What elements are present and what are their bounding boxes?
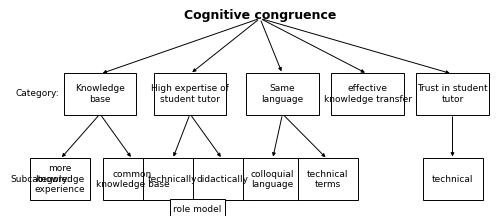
FancyBboxPatch shape	[64, 73, 136, 115]
Text: technically: technically	[148, 175, 197, 184]
Text: technical: technical	[432, 175, 473, 184]
Text: Subcategory:: Subcategory:	[10, 175, 70, 184]
FancyBboxPatch shape	[246, 73, 319, 115]
FancyBboxPatch shape	[422, 158, 482, 200]
FancyBboxPatch shape	[142, 158, 203, 200]
Text: Cognitive congruence: Cognitive congruence	[184, 9, 336, 22]
Text: Category:: Category:	[15, 89, 59, 98]
FancyBboxPatch shape	[298, 158, 358, 200]
Text: common
knowledge base: common knowledge base	[96, 170, 170, 189]
Text: Trust in student
tutor: Trust in student tutor	[417, 84, 488, 104]
FancyBboxPatch shape	[30, 158, 90, 200]
Text: more
knowledge
experience: more knowledge experience	[34, 164, 86, 194]
Text: didactically: didactically	[196, 175, 248, 184]
Text: High expertise of
student tutor: High expertise of student tutor	[151, 84, 229, 104]
Text: colloquial
language: colloquial language	[251, 170, 294, 189]
Text: effective
knowledge transfer: effective knowledge transfer	[324, 84, 412, 104]
FancyBboxPatch shape	[154, 73, 226, 115]
Text: role model: role model	[174, 205, 222, 214]
FancyBboxPatch shape	[102, 158, 162, 200]
FancyBboxPatch shape	[192, 158, 252, 200]
FancyBboxPatch shape	[331, 73, 404, 115]
FancyBboxPatch shape	[416, 73, 489, 115]
FancyBboxPatch shape	[170, 199, 225, 216]
Text: technical
terms: technical terms	[307, 170, 348, 189]
Text: Knowledge
base: Knowledge base	[75, 84, 125, 104]
FancyBboxPatch shape	[242, 158, 302, 200]
Text: Same
language: Same language	[262, 84, 304, 104]
